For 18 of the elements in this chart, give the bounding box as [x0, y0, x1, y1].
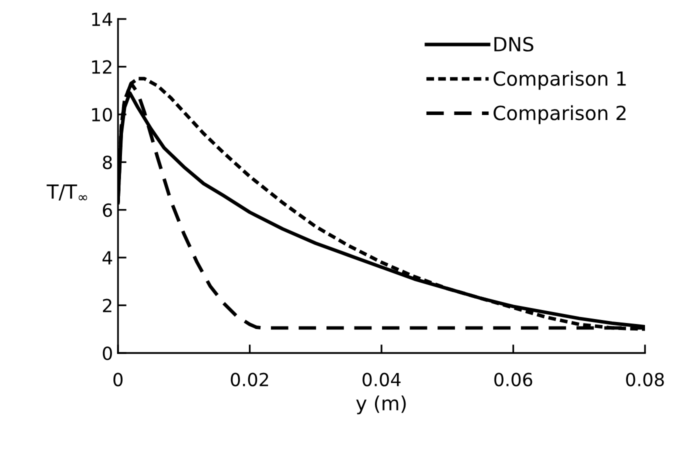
y-tick-label: 10: [92, 108, 112, 122]
legend-label: DNS: [494, 36, 534, 52]
y-tick-label: 0: [102, 346, 112, 360]
y-tick-label: 2: [102, 298, 112, 312]
y-tick-label: 6: [102, 203, 112, 217]
y-tick-label: 14: [92, 12, 112, 26]
y-tick-label: 12: [92, 60, 112, 74]
x-tick-label: 0.02: [230, 372, 268, 386]
x-tick-label: 0.04: [362, 372, 401, 386]
legend-label: Comparison 1: [494, 70, 626, 90]
x-axis-title: y (m): [356, 395, 406, 414]
y-axis-title: T/T$_{∞}$: [46, 184, 88, 200]
x-tick-label: 0.08: [626, 372, 664, 386]
y-tick-label: 4: [102, 251, 112, 264]
legend-label: Comparison 2: [494, 105, 626, 124]
y-tick-label: 8: [102, 156, 112, 170]
x-tick-label: 0: [113, 372, 123, 386]
x-tick-label: 0.06: [494, 372, 532, 386]
